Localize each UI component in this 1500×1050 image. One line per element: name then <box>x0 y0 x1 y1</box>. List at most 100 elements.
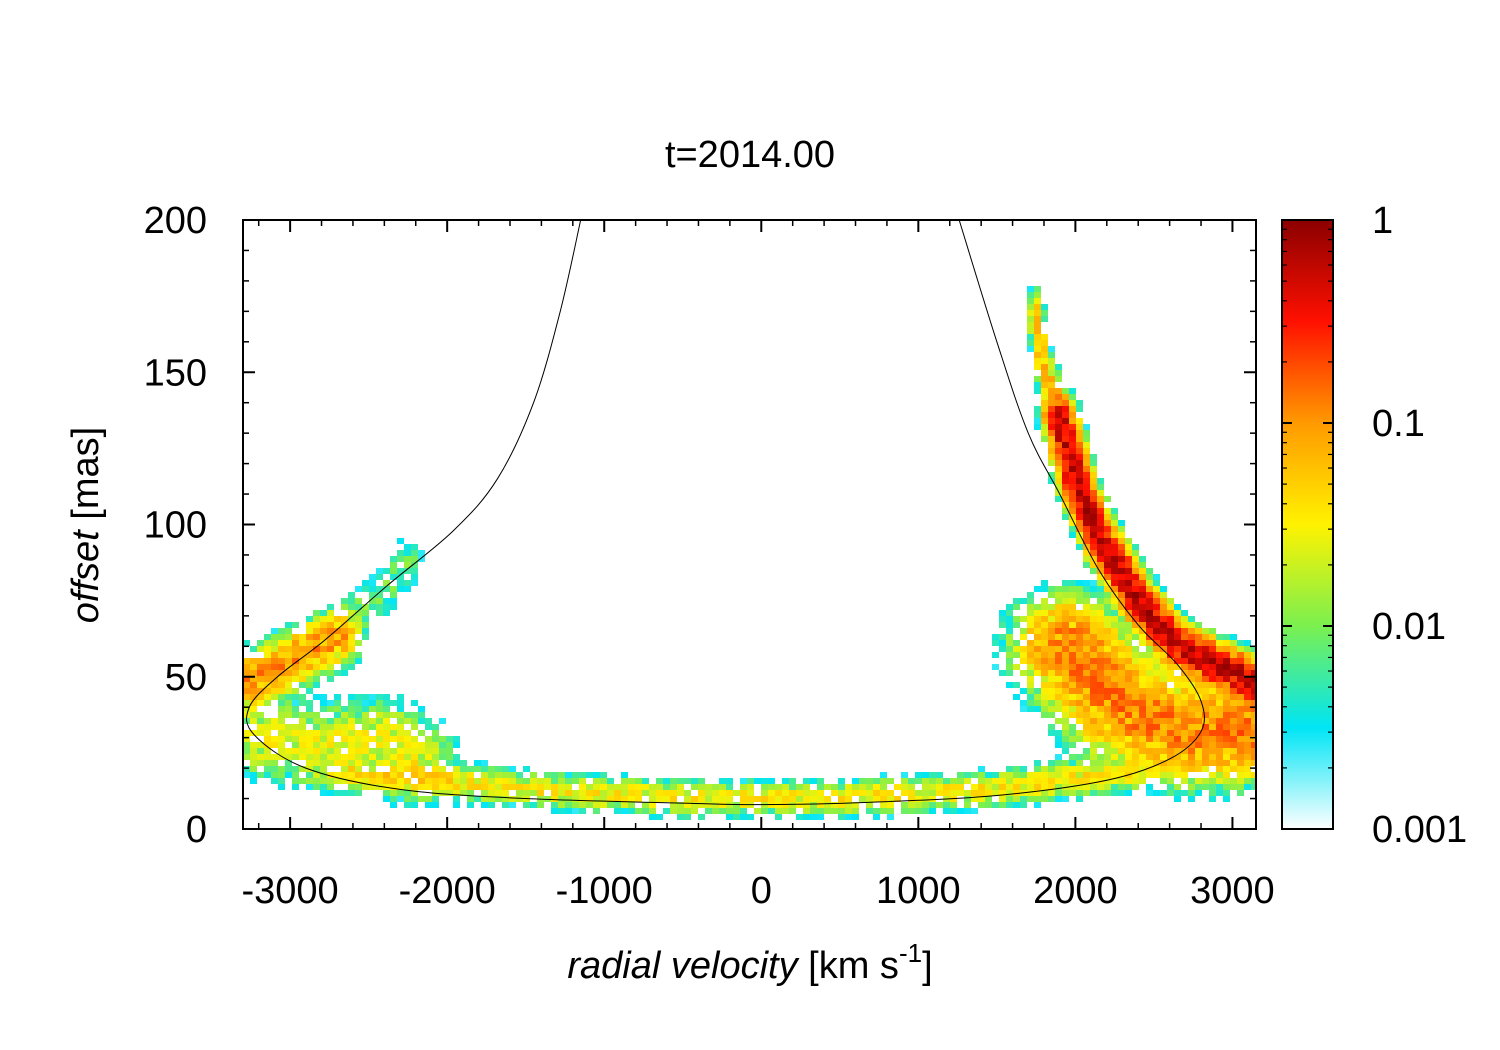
heatmap-cell <box>348 604 355 610</box>
heatmap-cell <box>313 622 320 628</box>
heatmap-cell <box>1083 766 1090 772</box>
heatmap-cell <box>1055 364 1062 370</box>
heatmap-cell <box>397 556 404 562</box>
heatmap-cell <box>306 760 313 766</box>
heatmap-cell <box>348 646 355 652</box>
heatmap-cell <box>887 790 894 796</box>
heatmap-cell <box>355 772 362 778</box>
heatmap-cell <box>1216 640 1223 646</box>
heatmap-cell <box>425 796 432 802</box>
heatmap-cell <box>1041 316 1048 322</box>
heatmap-cell <box>278 784 285 790</box>
heatmap-cell <box>348 712 355 718</box>
heatmap-cell <box>1069 394 1076 400</box>
heatmap-cell <box>1076 664 1083 670</box>
heatmap-cell <box>425 784 432 790</box>
heatmap-cell <box>1181 652 1188 658</box>
heatmap-cell <box>425 802 432 808</box>
heatmap-cell <box>929 802 936 808</box>
heatmap-cell <box>1251 676 1256 682</box>
heatmap-cell <box>397 736 404 742</box>
heatmap-cell <box>516 790 523 796</box>
heatmap-cell <box>593 796 600 802</box>
heatmap-cell <box>1041 406 1048 412</box>
heatmap-cell <box>1167 622 1174 628</box>
heatmap-cell <box>1090 562 1097 568</box>
heatmap-cell <box>1188 694 1195 700</box>
heatmap-cell <box>264 694 271 700</box>
heatmap-cell <box>313 778 320 784</box>
heatmap-cell <box>348 616 355 622</box>
heatmap-cell <box>250 748 257 754</box>
heatmap-cell <box>698 796 705 802</box>
heatmap-cell <box>1153 688 1160 694</box>
heatmap-cell <box>1237 700 1244 706</box>
heatmap-cell <box>1097 508 1104 514</box>
heatmap-cell <box>1139 586 1146 592</box>
heatmap-cell <box>1132 784 1139 790</box>
heatmap-cell <box>572 772 579 778</box>
heatmap-cell <box>313 676 320 682</box>
heatmap-cell <box>621 772 628 778</box>
heatmap-cell <box>1062 712 1069 718</box>
heatmap-cell <box>1188 796 1195 802</box>
heatmap-cell <box>1118 610 1125 616</box>
heatmap-cell <box>1069 790 1076 796</box>
heatmap-cell <box>1153 760 1160 766</box>
heatmap-cell <box>649 814 656 820</box>
heatmap-cell <box>1041 790 1048 796</box>
heatmap-cell <box>1160 754 1167 760</box>
heatmap-cell <box>1216 676 1223 682</box>
heatmap-cell <box>1146 646 1153 652</box>
heatmap-cell <box>1090 670 1097 676</box>
heatmap-cell <box>327 790 334 796</box>
heatmap-cell <box>1216 718 1223 724</box>
heatmap-cell <box>1020 598 1027 604</box>
heatmap-cell <box>383 706 390 712</box>
heatmap-cell <box>446 772 453 778</box>
heatmap-cell <box>929 778 936 784</box>
heatmap-cell <box>397 712 404 718</box>
heatmap-cell <box>1209 640 1216 646</box>
heatmap-cell <box>1069 772 1076 778</box>
heatmap-cell <box>1076 472 1083 478</box>
heatmap-cell <box>1237 730 1244 736</box>
heatmap-cell <box>292 700 299 706</box>
heatmap-cell <box>1055 394 1062 400</box>
heatmap-cell <box>341 598 348 604</box>
heatmap-cell <box>1125 760 1132 766</box>
heatmap-cell <box>1111 520 1118 526</box>
heatmap-cell <box>1111 694 1118 700</box>
heatmap-cell <box>1209 748 1216 754</box>
heatmap-cell <box>1055 658 1062 664</box>
heatmap-cell <box>1146 676 1153 682</box>
heatmap-cell <box>1111 658 1118 664</box>
heatmap-cell <box>922 790 929 796</box>
heatmap-cell <box>1230 742 1237 748</box>
heatmap-cell <box>1104 742 1111 748</box>
heatmap-cell <box>1167 760 1174 766</box>
heatmap-cell <box>404 766 411 772</box>
heatmap-cell <box>614 790 621 796</box>
heatmap-cell <box>1027 628 1034 634</box>
heatmap-cell <box>1055 688 1062 694</box>
heatmap-cell <box>383 694 390 700</box>
heatmap-cell <box>1055 718 1062 724</box>
heatmap-cell <box>1062 658 1069 664</box>
heatmap-cell <box>1146 688 1153 694</box>
heatmap-cell <box>789 796 796 802</box>
heatmap-cell <box>285 688 292 694</box>
heatmap-cell <box>670 796 677 802</box>
heatmap-cell <box>1104 676 1111 682</box>
heatmap-cell <box>397 796 404 802</box>
heatmap-cell <box>334 730 341 736</box>
heatmap-cell <box>1083 736 1090 742</box>
heatmap-cell <box>1041 334 1048 340</box>
heatmap-cell <box>845 796 852 802</box>
heatmap-cell <box>1034 364 1041 370</box>
heatmap-cell <box>1069 706 1076 712</box>
heatmap-cell <box>1118 592 1125 598</box>
heatmap-cell <box>866 796 873 802</box>
heatmap-cell <box>355 784 362 790</box>
heatmap-cell <box>1034 286 1041 292</box>
